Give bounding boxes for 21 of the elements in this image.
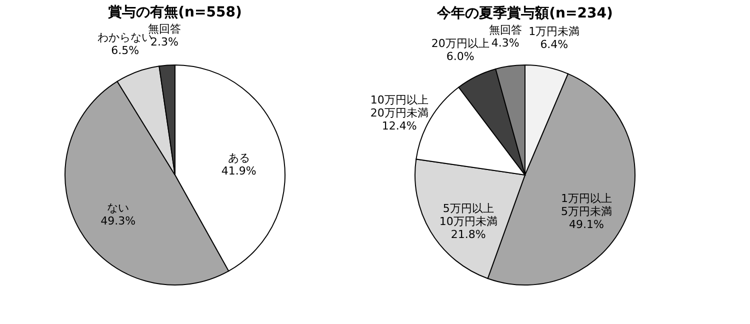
data-label: 21.8% bbox=[450, 228, 486, 241]
data-label: 2.3% bbox=[150, 35, 178, 48]
slice-label: 10万円以上 20万円未満 bbox=[370, 94, 428, 120]
chart-title: 今年の夏季賞与額(n=234) bbox=[436, 4, 613, 22]
data-label: 6.4% bbox=[540, 38, 568, 51]
data-label: 41.9% bbox=[221, 164, 256, 178]
data-label: 6.0% bbox=[446, 50, 474, 64]
slice-label: 無回答 bbox=[148, 22, 181, 36]
slice-label: 1万円以上 5万円未満 bbox=[560, 192, 612, 218]
slice-label: 1万円未満 bbox=[528, 24, 580, 38]
data-label: 49.3% bbox=[100, 214, 136, 228]
data-label: 12.4% bbox=[382, 120, 417, 133]
slice-label: 無回答 bbox=[488, 23, 522, 36]
chart-title: 賞与の有無(n=558) bbox=[108, 4, 242, 20]
slice-label: ない bbox=[107, 201, 130, 214]
data-label: 6.5% bbox=[111, 44, 140, 57]
slice-label: 20万円以上 bbox=[431, 37, 490, 50]
data-label: 49.1% bbox=[568, 218, 604, 232]
data-label: 4.3% bbox=[491, 36, 520, 50]
slice-label: 5万円以上 10万円未満 bbox=[439, 202, 498, 228]
slice-label: ある bbox=[228, 151, 250, 164]
